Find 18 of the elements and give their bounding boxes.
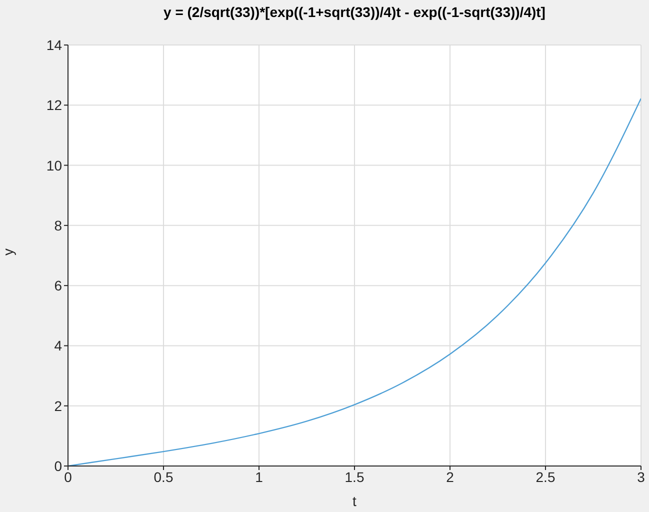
y-tick-label: 6 [54, 278, 62, 294]
chart-title: y = (2/sqrt(33))*[exp((-1+sqrt(33))/4)t - exp((-1-sqrt(33))/4)t] [162, 4, 546, 20]
y-tick-label: 4 [54, 338, 62, 354]
x-tick-label: 0.5 [154, 468, 174, 485]
x-tick-label: 0 [64, 468, 72, 485]
y-tick-label: 10 [46, 157, 62, 174]
x-tick-label: 3 [637, 468, 646, 485]
y-tick-label: 8 [54, 217, 62, 234]
x-tick-label: 1 [255, 468, 264, 485]
x-tick-label: 2 [446, 468, 454, 485]
y-tick-label: 2 [54, 398, 62, 414]
y-tick-label: 14 [46, 36, 62, 53]
y-axis-title: y [0, 248, 16, 256]
x-axis-title: t [352, 493, 357, 509]
x-tick-label: 2.5 [536, 468, 556, 485]
x-tick-label: 1.5 [344, 468, 364, 485]
y-tick-label: 12 [46, 97, 62, 114]
y-tick-label: 0 [54, 458, 62, 474]
